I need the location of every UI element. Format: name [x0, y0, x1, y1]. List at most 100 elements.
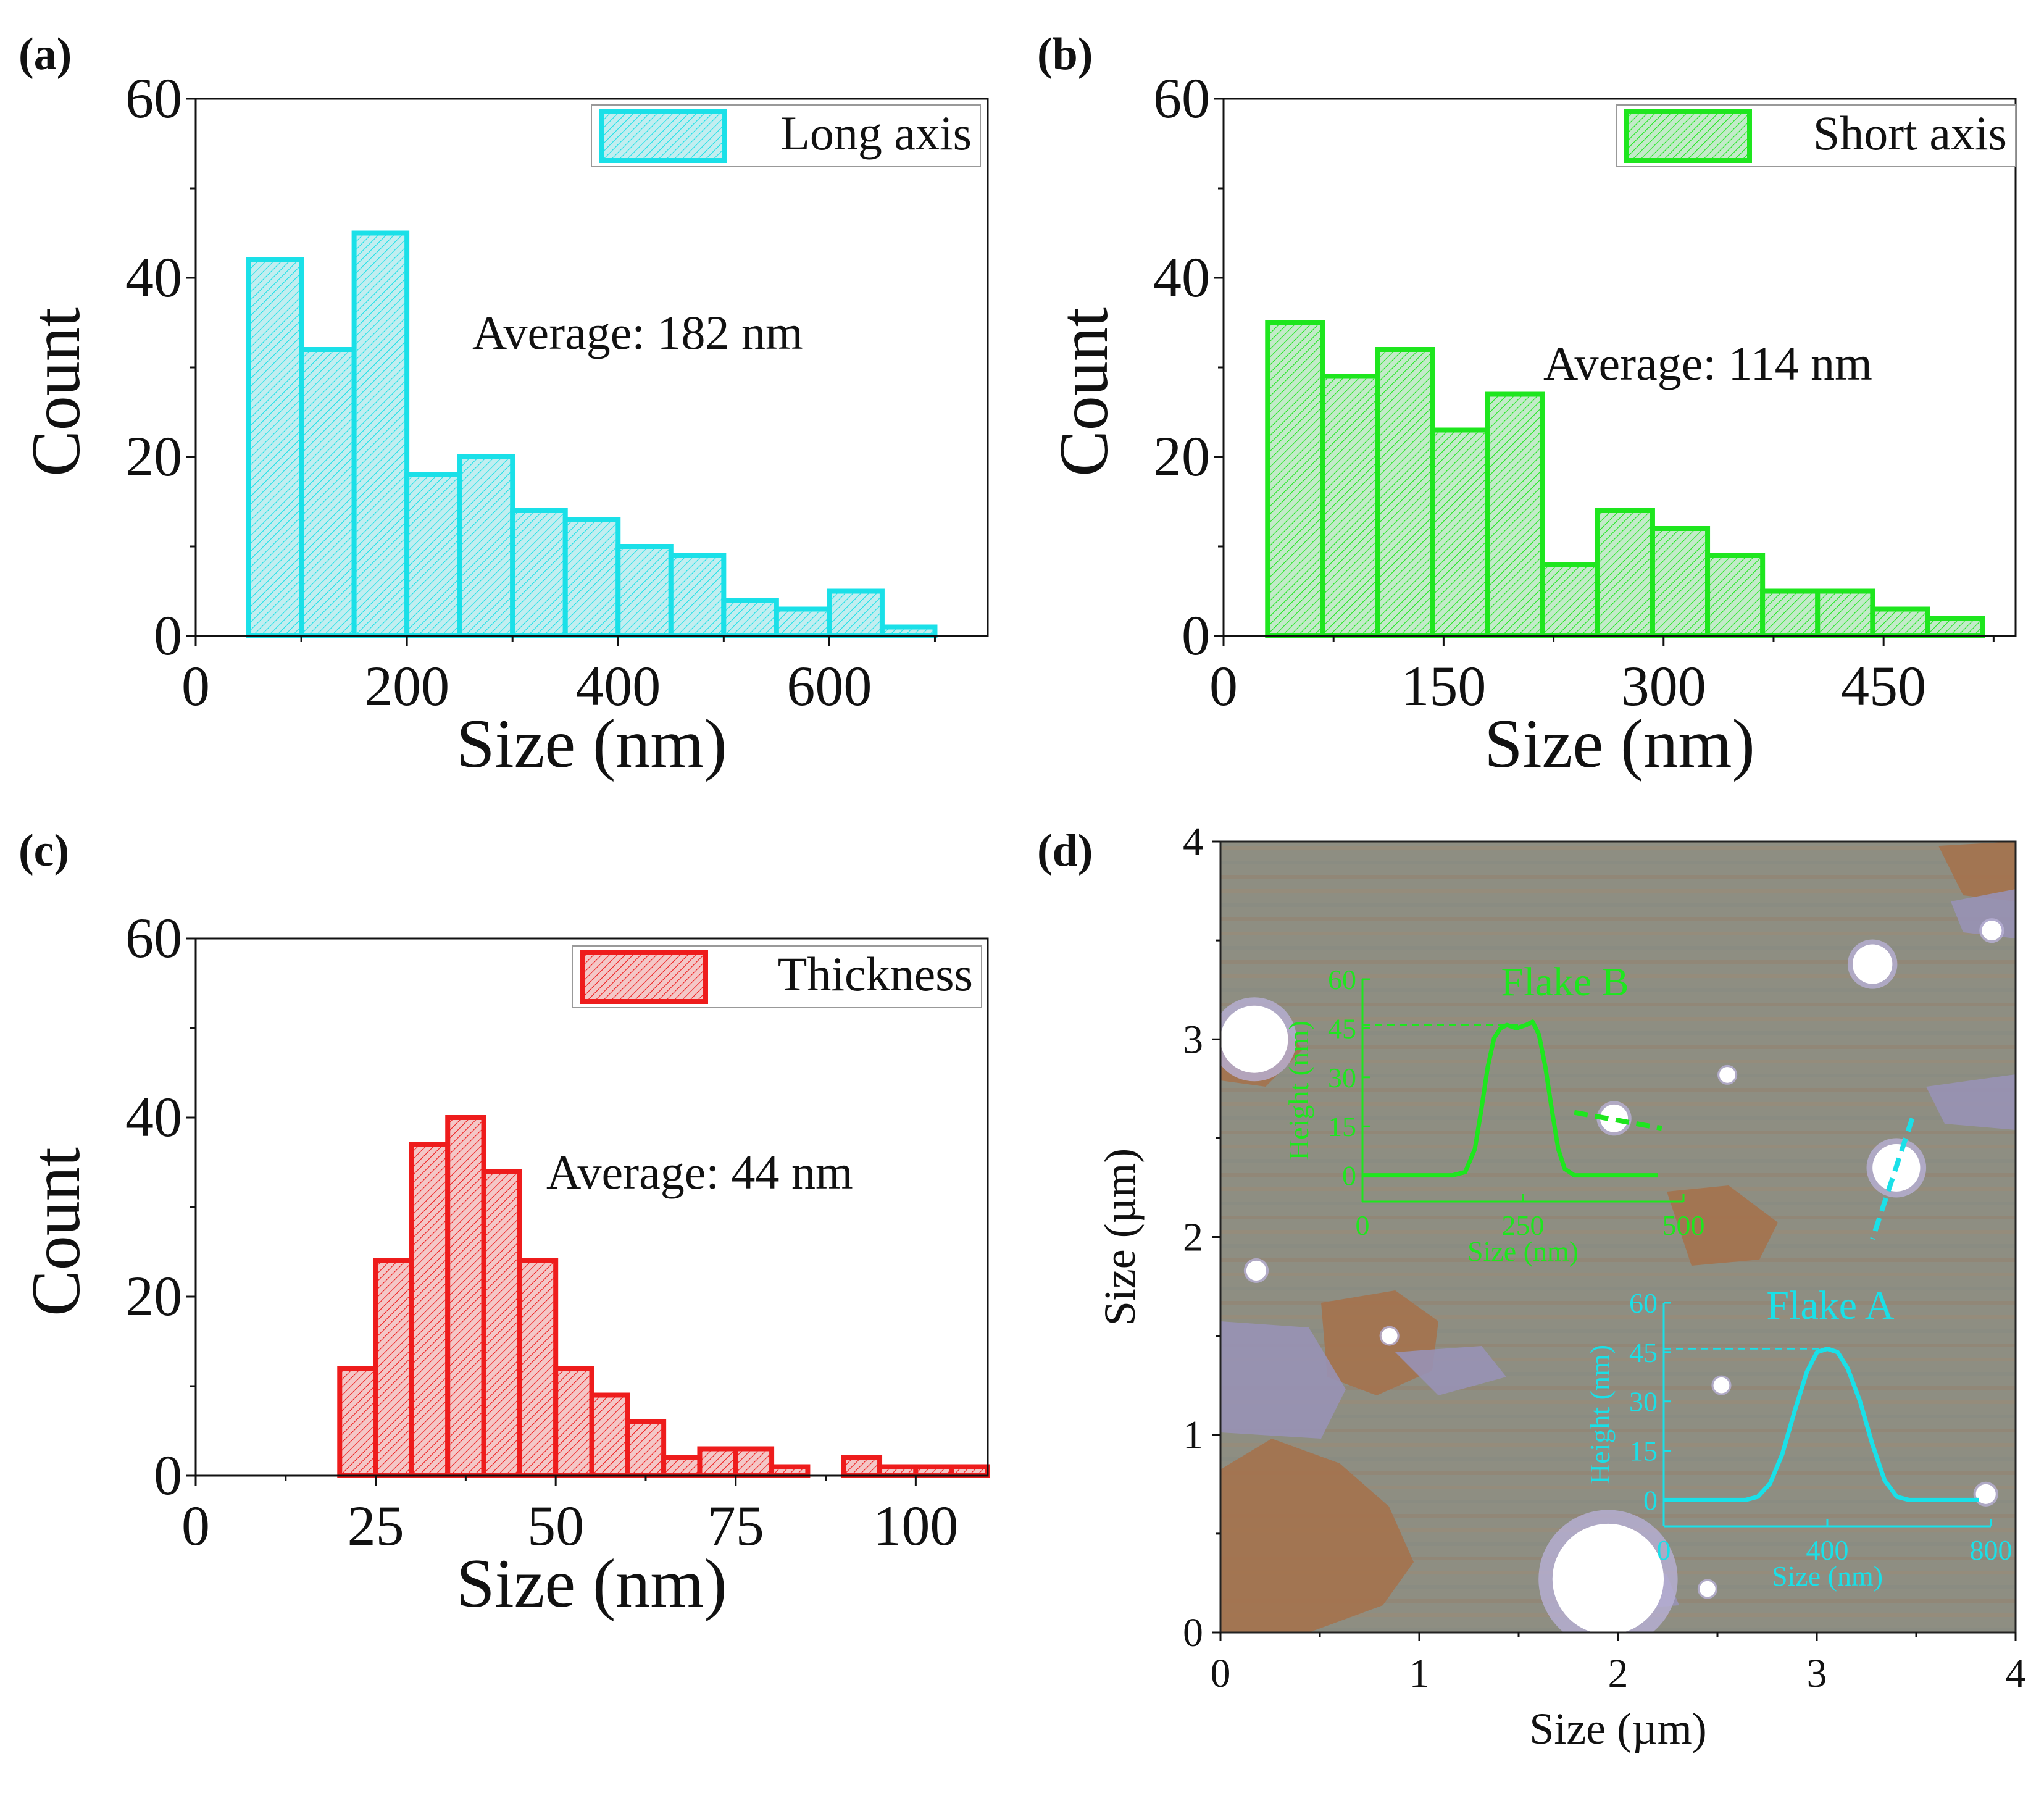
- histogram-bar: [299, 347, 357, 638]
- histogram-bar: [1265, 320, 1325, 638]
- legend-swatch: [1624, 109, 1752, 163]
- x-axis-label: Size (nm): [456, 706, 727, 782]
- histogram-bar: [1595, 508, 1655, 638]
- histogram-bar: [733, 1446, 775, 1478]
- afm-stripe: [1395, 1346, 1506, 1395]
- flake: [1246, 1260, 1267, 1281]
- y-tick-label: 20: [1153, 425, 1210, 488]
- histogram-bar: [827, 588, 885, 638]
- afm-panel: (d) 0 1 2 3 4 0 1 2 3 4 Size (µm) Size (µm) 0 15 30 45 60…: [1037, 819, 2026, 1753]
- panel-label: (c): [19, 825, 69, 876]
- histogram-bar: [841, 1455, 883, 1478]
- inset-y-tick-label: 60: [1328, 964, 1356, 995]
- histogram-bar: [510, 508, 568, 638]
- histogram-bar: [879, 624, 938, 638]
- flake: [1381, 1327, 1398, 1344]
- inset-x-tick-label: 0: [1657, 1534, 1671, 1566]
- inset-title: Flake B: [1501, 959, 1629, 1005]
- flake: [1852, 944, 1893, 984]
- flake: [1700, 1581, 1716, 1597]
- legend-swatch: [580, 950, 708, 1004]
- x-axis-label: Size (µm): [1529, 1704, 1706, 1753]
- average-annotation: Average: 182 nm: [472, 306, 803, 359]
- inset-x-tick-label: 500: [1662, 1210, 1705, 1241]
- histogram-bar: [774, 606, 832, 638]
- afm-scan-streak: [1220, 1159, 2016, 1163]
- afm-scan-streak: [1220, 1500, 2016, 1503]
- inset-0: 0 15 30 45 60 0 250 500 Size (nm) Height (nm) Flak…: [1283, 959, 1705, 1267]
- x-tick-label: 0: [1211, 1651, 1231, 1696]
- afm-scan-streak: [1220, 1230, 2016, 1234]
- flake: [1552, 1523, 1664, 1632]
- x-tick-label: 600: [786, 654, 872, 717]
- inset-x-tick-label: 400: [1806, 1534, 1849, 1566]
- histogram-bar: [246, 257, 304, 638]
- afm-scan-streak: [1220, 1273, 2016, 1276]
- histogram-bar: [1485, 391, 1545, 638]
- afm-scan-streak: [1220, 1060, 2016, 1063]
- x-tick-label: 25: [348, 1494, 404, 1557]
- histogram-bar: [615, 544, 674, 638]
- histogram-bar: [913, 1464, 954, 1478]
- flake: [1600, 1104, 1629, 1132]
- histogram-panel-1: (b) 0 20 40 60 0 150 300 450 Size (nm) Count Short …: [1037, 29, 2017, 782]
- profile-line: [1574, 1110, 1662, 1131]
- height-profile-line: [1664, 1347, 1979, 1502]
- y-axis-label: Count: [1046, 307, 1122, 477]
- histogram-bar: [457, 454, 515, 638]
- x-tick-label: 1: [1409, 1651, 1430, 1696]
- flake: [1713, 1377, 1730, 1394]
- histogram-bar: [1430, 427, 1490, 638]
- afm-scan-streak: [1220, 1315, 2016, 1319]
- histogram-bar: [769, 1464, 811, 1478]
- inset-y-tick-label: 0: [1342, 1160, 1356, 1192]
- afm-scan-streak: [1220, 932, 2016, 935]
- y-axis-label: Count: [18, 1147, 94, 1316]
- histogram-bar: [404, 472, 462, 638]
- panel-label: (d): [1037, 825, 1093, 876]
- afm-terrace: [1321, 1290, 1438, 1395]
- histogram-bar: [1705, 553, 1766, 638]
- afm-scan-streak: [1220, 1216, 2016, 1219]
- afm-scan-streak: [1220, 917, 2016, 921]
- x-tick-label: 100: [873, 1494, 958, 1557]
- x-tick-label: 400: [575, 654, 661, 717]
- x-tick-label: 0: [1209, 654, 1238, 717]
- histogram-bar: [1540, 562, 1600, 638]
- inset-1: 0 15 30 45 60 0 400 800 Size (nm) Height (nm) Flak…: [1584, 1283, 2013, 1592]
- y-axis-label: Count: [18, 307, 94, 477]
- flake: [1975, 1484, 1996, 1504]
- histogram-bar: [1320, 374, 1380, 638]
- y-tick-label: 60: [125, 906, 182, 969]
- y-tick-label: 0: [154, 1444, 182, 1507]
- legend: Short axis: [1616, 104, 2016, 167]
- afm-scan-streak: [1220, 1003, 2016, 1006]
- afm-scan-streak: [1220, 1287, 2016, 1290]
- x-axis-label: Size (nm): [1484, 706, 1755, 782]
- height-profile-line: [1362, 1019, 1658, 1178]
- afm-scan-streak: [1220, 1202, 2016, 1205]
- flake: [1982, 921, 2002, 941]
- histogram-panel-2: (c) 0 20 40 60 0 25 50 75 100 Size (nm) Count Thickn…: [18, 825, 990, 1622]
- y-tick-label: 0: [1182, 604, 1210, 667]
- histogram-bar: [877, 1464, 919, 1478]
- x-tick-label: 4: [2006, 1651, 2026, 1696]
- flake: [1220, 1005, 1288, 1073]
- inset-y-tick-label: 15: [1629, 1436, 1658, 1467]
- y-tick-label: 60: [125, 67, 182, 130]
- flake: [1719, 1067, 1735, 1083]
- histogram-bar: [553, 1366, 594, 1478]
- inset-x-tick-label: 0: [1356, 1210, 1370, 1241]
- x-tick-label: 150: [1401, 654, 1486, 717]
- x-tick-label: 2: [1608, 1651, 1629, 1696]
- inset-y-axis-label: Height (nm): [1283, 1021, 1314, 1160]
- histogram-bar: [1760, 588, 1821, 638]
- afm-scan-streak: [1220, 974, 2016, 978]
- legend-swatch: [599, 109, 727, 163]
- afm-scan-streak: [1220, 1443, 2016, 1447]
- histogram-bar: [481, 1169, 522, 1478]
- afm-scan-streak: [1220, 1031, 2016, 1035]
- afm-scan-streak: [1220, 1145, 2016, 1148]
- histogram-bar: [351, 230, 410, 638]
